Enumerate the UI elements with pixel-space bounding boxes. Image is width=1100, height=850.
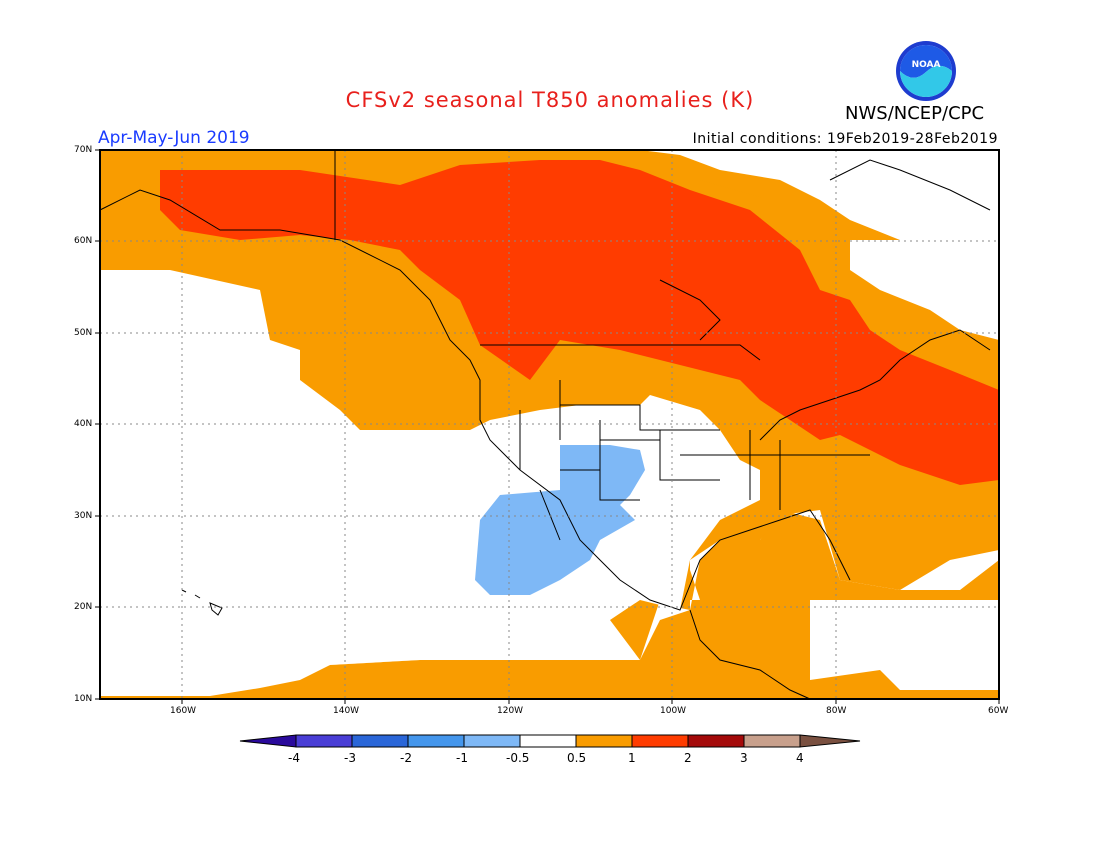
anomaly-region-white-arctic: [640, 150, 999, 240]
colorbar-swatch: [631, 734, 689, 748]
coastlines: [99, 150, 991, 700]
anomaly-region-white-greenland: [850, 240, 999, 340]
colorbar-swatch: [295, 734, 353, 748]
colorbar-label: 3: [740, 751, 748, 765]
hawaii-islands: [181, 589, 223, 616]
colorbar-label: 1: [628, 751, 636, 765]
forecast-period: Apr-May-Jun 2019: [98, 128, 250, 148]
lat-label: 30N: [74, 511, 93, 521]
lon-label: 140W: [333, 706, 360, 716]
noaa-logo-text: NOAA: [912, 60, 941, 70]
colorbar-label: -2: [400, 751, 412, 765]
colorbar-label: -3: [344, 751, 356, 765]
lat-label: 10N: [74, 694, 93, 704]
anomaly-region-white-atlantic: [810, 600, 999, 690]
lon-label: 60W: [988, 706, 1009, 716]
colorbar-high-arrow: [799, 734, 861, 748]
lon-label: 120W: [497, 706, 524, 716]
lat-label: 70N: [74, 145, 93, 155]
colorbar: [239, 734, 861, 748]
noaa-logo: NOAA: [896, 41, 956, 101]
anomaly-region-white-pacific: [100, 270, 760, 696]
lon-label: 100W: [660, 706, 687, 716]
lat-label: 50N: [74, 328, 93, 338]
lat-label: 20N: [74, 602, 93, 612]
colorbar-swatch: [407, 734, 465, 748]
anomaly-region-lightblue: [475, 445, 645, 595]
colorbar-label: 2: [684, 751, 692, 765]
initial-conditions: Initial conditions: 19Feb2019-28Feb2019: [692, 131, 998, 147]
agency-label: NWS/NCEP/CPC: [845, 103, 985, 124]
colorbar-swatch: [743, 734, 801, 748]
lon-label: 80W: [826, 706, 847, 716]
lon-label: 160W: [170, 706, 197, 716]
colorbar-label: 0.5: [567, 751, 587, 765]
colorbar-label: -0.5: [506, 751, 530, 765]
colorbar-low-arrow: [239, 734, 297, 748]
colorbar-swatch: [519, 734, 577, 748]
lat-label: 60N: [74, 236, 93, 246]
colorbar-swatch: [575, 734, 633, 748]
axis-ticks: [95, 149, 1000, 704]
anomaly-region-red: [160, 160, 999, 485]
page-title: CFSv2 seasonal T850 anomalies (K): [345, 88, 755, 112]
colorbar-swatch: [687, 734, 745, 748]
gridlines: [100, 150, 999, 699]
lat-label: 40N: [74, 419, 93, 429]
colorbar-label: -4: [288, 751, 300, 765]
colorbar-label: -1: [456, 751, 468, 765]
colorbar-swatch: [351, 734, 409, 748]
colorbar-label: 4: [796, 751, 804, 765]
colorbar-swatch: [463, 734, 521, 748]
